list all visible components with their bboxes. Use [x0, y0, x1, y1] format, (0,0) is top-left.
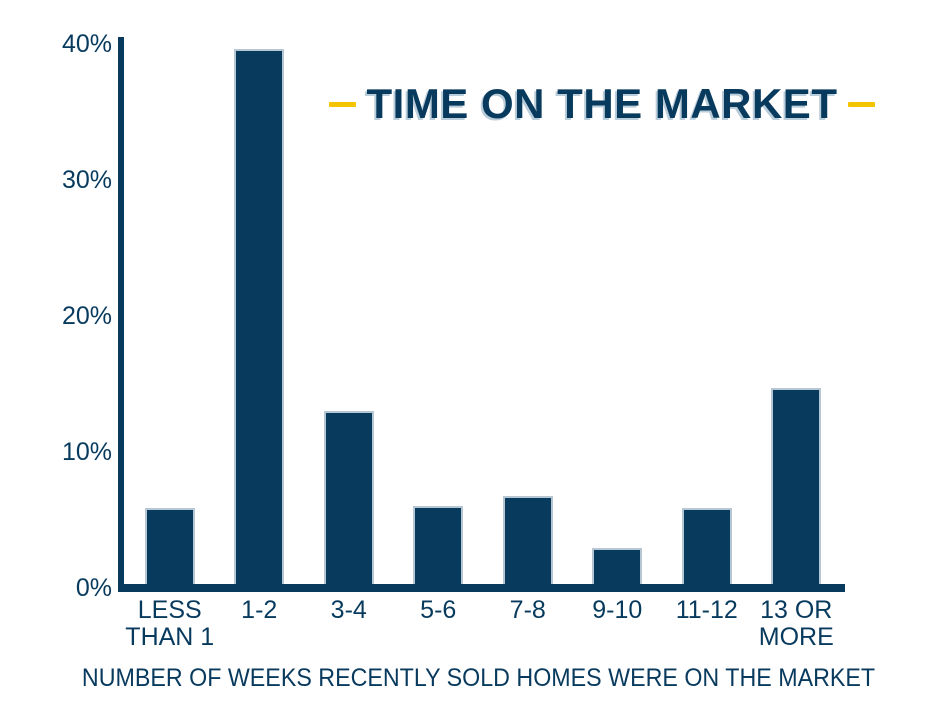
x-tick-label: 9-10: [592, 596, 643, 624]
bar: [592, 547, 643, 584]
bar-slot: [215, 44, 305, 584]
y-axis-line: [118, 37, 124, 592]
bar: [323, 411, 374, 584]
bar: [771, 388, 822, 584]
bar-slot: [573, 44, 663, 584]
bar: [234, 49, 285, 584]
x-tick-label: LESS THAN 1: [125, 596, 215, 651]
plot-area: [125, 44, 841, 584]
bar-slot: [304, 44, 394, 584]
x-tick-label: 5-6: [420, 596, 457, 624]
x-tick-label: 7-8: [509, 596, 546, 624]
bar: [413, 505, 464, 584]
bar-slot: [752, 44, 842, 584]
bar: [144, 508, 195, 584]
chart-title: TIME ON THE MARKET: [295, 80, 909, 128]
x-tick-label: 1-2: [241, 596, 278, 624]
y-tick-label: 0%: [75, 574, 112, 602]
y-tick-label: 10%: [61, 438, 112, 466]
y-tick-label: 40%: [61, 30, 112, 58]
title-accent-dash-left-icon: [328, 101, 356, 107]
y-axis-tick-labels: 0% 10% 20% 30% 40%: [0, 0, 112, 720]
y-tick-label: 30%: [61, 166, 112, 194]
bar: [502, 496, 553, 584]
x-tick-label: 3-4: [330, 596, 367, 624]
bar-slot: [483, 44, 573, 584]
x-tick-label: 11-12: [675, 596, 738, 624]
x-axis-tick-labels: LESS THAN 1 1-2 3-4 5-6 7-8 9-10 11-12 13 OR MO…: [125, 597, 841, 650]
chart-title-text: TIME ON THE MARKET: [366, 80, 838, 127]
x-axis-line: [118, 584, 845, 592]
bar: [681, 508, 732, 584]
bar-slot: [125, 44, 215, 584]
bar-slot: [394, 44, 484, 584]
bar-slot: [662, 44, 752, 584]
chart-caption: NUMBER OF WEEKS RECENTLY SOLD HOMES WERE…: [81, 664, 876, 692]
title-accent-dash-right-icon: [848, 101, 876, 107]
y-tick-label: 20%: [61, 302, 112, 330]
x-tick-label: 13 OR MORE: [758, 596, 834, 651]
